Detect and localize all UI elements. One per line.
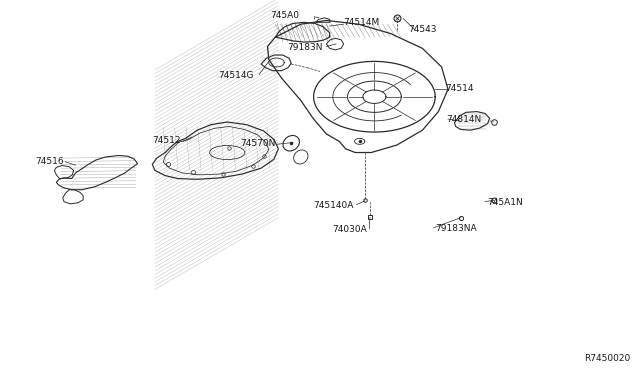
Text: R7450020: R7450020 bbox=[584, 354, 630, 363]
Text: 79183NA: 79183NA bbox=[435, 224, 477, 233]
Text: 74030A: 74030A bbox=[332, 225, 367, 234]
Text: 745A1N: 745A1N bbox=[488, 198, 524, 207]
Text: 74514G: 74514G bbox=[219, 71, 254, 80]
Text: 74814N: 74814N bbox=[446, 115, 481, 124]
Text: 74570N: 74570N bbox=[240, 139, 275, 148]
Text: 74514: 74514 bbox=[445, 84, 474, 93]
Text: 745140A: 745140A bbox=[314, 201, 354, 210]
Text: 74514M: 74514M bbox=[343, 18, 380, 27]
Text: 74512: 74512 bbox=[152, 136, 180, 145]
Text: 745A0: 745A0 bbox=[271, 11, 300, 20]
Text: 74516: 74516 bbox=[35, 157, 63, 166]
Text: 79183N: 79183N bbox=[288, 43, 323, 52]
Text: 74543: 74543 bbox=[408, 25, 437, 34]
